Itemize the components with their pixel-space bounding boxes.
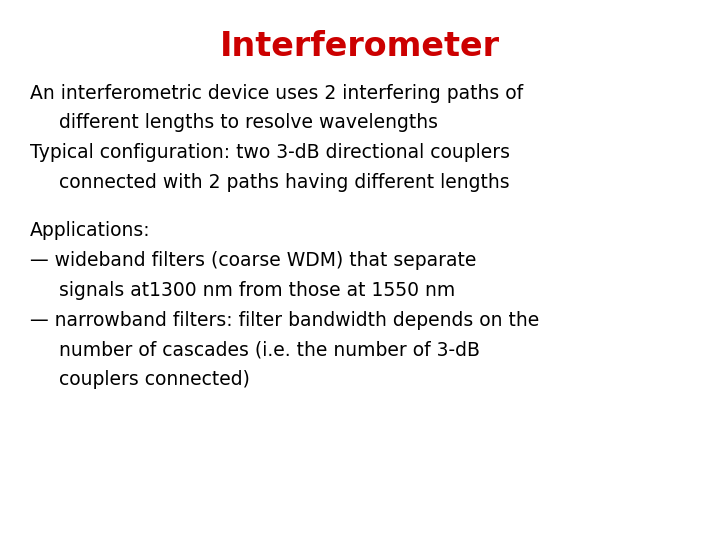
Text: Typical configuration: two 3-dB directional couplers: Typical configuration: two 3-dB directio…: [30, 143, 510, 162]
Text: couplers connected): couplers connected): [59, 370, 250, 389]
Text: signals at1300 nm from those at 1550 nm: signals at1300 nm from those at 1550 nm: [59, 281, 455, 300]
Text: — narrowband filters: filter bandwidth depends on the: — narrowband filters: filter bandwidth d…: [30, 310, 539, 329]
Text: connected with 2 paths having different lengths: connected with 2 paths having different …: [59, 173, 510, 192]
Text: Interferometer: Interferometer: [220, 30, 500, 63]
Text: different lengths to resolve wavelengths: different lengths to resolve wavelengths: [59, 113, 438, 132]
Text: number of cascades (i.e. the number of 3-dB: number of cascades (i.e. the number of 3…: [59, 340, 480, 359]
Text: An interferometric device uses 2 interfering paths of: An interferometric device uses 2 interfe…: [30, 84, 523, 103]
Text: — wideband filters (coarse WDM) that separate: — wideband filters (coarse WDM) that sep…: [30, 251, 477, 270]
Text: Applications:: Applications:: [30, 221, 151, 240]
